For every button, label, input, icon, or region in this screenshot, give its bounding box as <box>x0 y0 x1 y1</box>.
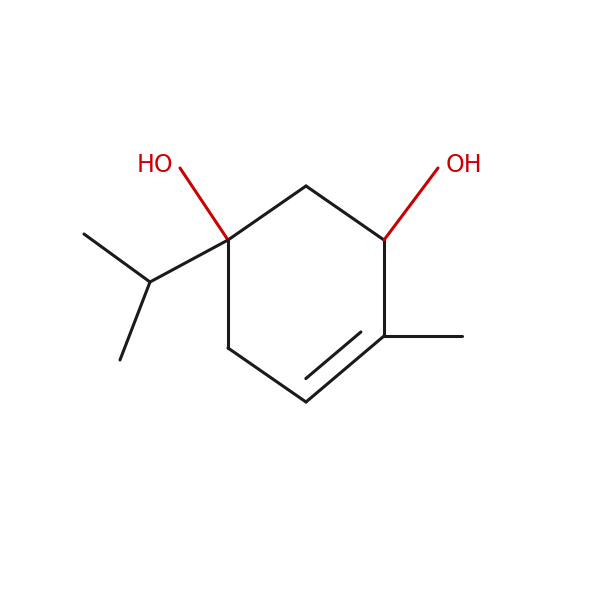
Text: HO: HO <box>136 153 173 177</box>
Text: OH: OH <box>445 153 482 177</box>
